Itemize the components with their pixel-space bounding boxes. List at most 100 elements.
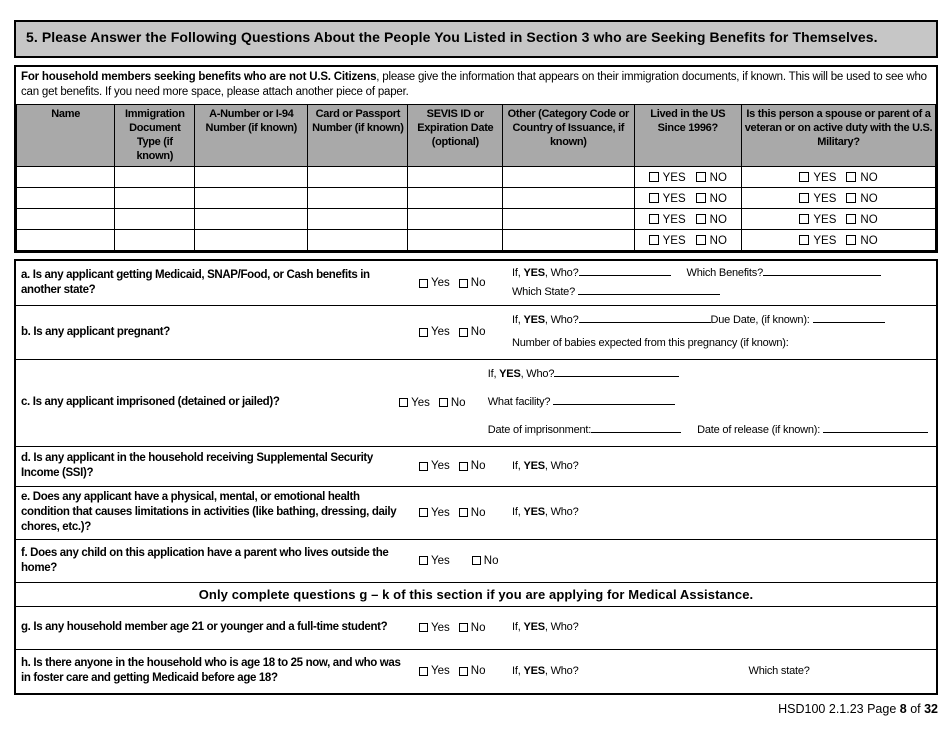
sevis-input-cell[interactable] xyxy=(407,229,504,252)
question-row-e: e. Does any applicant have a physical, m… xyxy=(16,487,936,540)
doc-type-input-cell[interactable] xyxy=(114,166,196,189)
yes-bold-label: YES xyxy=(523,506,545,519)
yes-checkbox[interactable] xyxy=(419,461,428,471)
question-c-yesno: Yes No xyxy=(394,360,480,446)
yes-checkbox[interactable] xyxy=(648,172,659,183)
immigration-table-header-row: Name Immigration Document Type (if known… xyxy=(15,104,936,168)
card-passport-input-cell[interactable] xyxy=(307,229,409,252)
if-label: If, xyxy=(512,664,524,677)
yes-label: Yes xyxy=(431,554,450,567)
no-checkbox[interactable] xyxy=(458,327,468,337)
doc-type-input-cell[interactable] xyxy=(114,208,196,231)
which-state-h-label: Which state? xyxy=(748,664,810,677)
due-date-blank-line[interactable] xyxy=(812,312,885,323)
a-number-input-cell[interactable] xyxy=(194,187,309,210)
name-input-cell[interactable] xyxy=(15,229,116,252)
card-passport-input-cell[interactable] xyxy=(307,166,409,189)
question-row-f: f. Does any child on this application ha… xyxy=(16,540,936,583)
name-input-cell[interactable] xyxy=(15,187,116,210)
yes-checkbox[interactable] xyxy=(419,278,428,288)
yes-checkbox[interactable] xyxy=(419,327,428,337)
sevis-input-cell[interactable] xyxy=(407,187,504,210)
no-checkbox[interactable] xyxy=(846,172,857,183)
doc-type-input-cell[interactable] xyxy=(114,187,196,210)
no-checkbox[interactable] xyxy=(846,193,857,204)
yes-label: Yes xyxy=(431,460,450,473)
doc-type-input-cell[interactable] xyxy=(114,229,196,252)
no-checkbox[interactable] xyxy=(458,508,468,518)
sevis-input-cell[interactable] xyxy=(407,166,504,189)
lived-us-yesno-cell: YES NO xyxy=(633,208,743,231)
which-state-blank-line[interactable] xyxy=(577,284,720,296)
yes-checkbox[interactable] xyxy=(399,398,409,408)
no-label: NO xyxy=(860,193,878,206)
yes-checkbox[interactable] xyxy=(799,193,810,204)
other-input-cell[interactable] xyxy=(502,166,635,189)
date-release-label: Date of release (if known): xyxy=(697,424,823,437)
yes-checkbox[interactable] xyxy=(419,623,428,633)
a-number-input-cell[interactable] xyxy=(194,208,309,231)
who-blank-line[interactable] xyxy=(578,312,711,323)
no-checkbox[interactable] xyxy=(695,193,706,204)
no-label: No xyxy=(470,665,486,678)
other-input-cell[interactable] xyxy=(502,187,635,210)
page-footer: HSD100 2.1.23 Page 8 of 32 xyxy=(14,702,938,716)
question-row-a: a. Is any applicant getting Medicaid, SN… xyxy=(16,261,936,306)
a-number-input-cell[interactable] xyxy=(194,229,309,252)
yes-checkbox[interactable] xyxy=(799,214,810,225)
military-yesno-cell: YES NO xyxy=(741,166,936,189)
yes-checkbox[interactable] xyxy=(799,235,810,246)
who-blank-line[interactable] xyxy=(578,265,671,277)
yes-checkbox[interactable] xyxy=(648,193,659,204)
no-checkbox[interactable] xyxy=(458,461,468,471)
military-yesno-cell: YES NO xyxy=(741,229,936,252)
immigration-table-row: YES NO YES NO xyxy=(15,208,936,231)
name-input-cell[interactable] xyxy=(15,208,116,231)
question-e-followup: If, YES, Who? xyxy=(504,487,936,539)
yes-label: YES xyxy=(813,193,837,206)
no-checkbox[interactable] xyxy=(438,398,448,408)
no-checkbox[interactable] xyxy=(695,235,706,246)
followup-line: If, YES, Who? Due Date, (if known): xyxy=(512,311,928,330)
who-label: , Who? xyxy=(544,664,579,677)
no-checkbox[interactable] xyxy=(471,556,481,566)
card-passport-input-cell[interactable] xyxy=(307,208,409,231)
no-label: No xyxy=(450,396,466,409)
facility-blank-line[interactable] xyxy=(553,394,676,405)
no-checkbox[interactable] xyxy=(458,278,468,288)
question-row-b: b. Is any applicant pregnant? Yes No If, … xyxy=(16,306,936,360)
no-checkbox[interactable] xyxy=(695,214,706,225)
question-g-text: g. Is any household member age 21 or you… xyxy=(21,621,388,634)
yes-checkbox[interactable] xyxy=(419,666,428,676)
followup-line: Number of babies expected from this preg… xyxy=(512,334,928,353)
no-checkbox[interactable] xyxy=(846,235,857,246)
yes-checkbox[interactable] xyxy=(799,172,810,183)
col-header-military: Is this person a spouse or parent of a v… xyxy=(741,104,936,168)
yes-checkbox[interactable] xyxy=(419,508,428,518)
who-label: , Who? xyxy=(544,621,579,634)
yes-checkbox[interactable] xyxy=(648,235,659,246)
no-checkbox[interactable] xyxy=(458,666,468,676)
other-input-cell[interactable] xyxy=(502,208,635,231)
card-passport-input-cell[interactable] xyxy=(307,187,409,210)
who-label: , Who? xyxy=(544,313,579,326)
no-checkbox[interactable] xyxy=(458,623,468,633)
no-checkbox[interactable] xyxy=(695,172,706,183)
question-e-text: e. Does any applicant have a physical, m… xyxy=(21,490,397,534)
other-input-cell[interactable] xyxy=(502,229,635,252)
what-facility-label: What facility? xyxy=(487,395,554,408)
yes-checkbox[interactable] xyxy=(648,214,659,225)
who-blank-line[interactable] xyxy=(554,366,680,377)
col-header-other: Other (Category Code or Country of Issua… xyxy=(502,104,635,168)
a-number-input-cell[interactable] xyxy=(194,166,309,189)
no-checkbox[interactable] xyxy=(846,214,857,225)
sevis-input-cell[interactable] xyxy=(407,208,504,231)
release-date-blank-line[interactable] xyxy=(823,422,928,434)
question-e-yesno: Yes No xyxy=(414,487,504,539)
followup-line: If, YES, Who? xyxy=(512,618,928,637)
which-benefits-blank-line[interactable] xyxy=(763,265,881,277)
name-input-cell[interactable] xyxy=(15,166,116,189)
imprisonment-date-blank-line[interactable] xyxy=(591,422,682,434)
question-c-text: c. Is any applicant imprisoned (detained… xyxy=(21,396,280,409)
yes-checkbox[interactable] xyxy=(419,556,428,566)
